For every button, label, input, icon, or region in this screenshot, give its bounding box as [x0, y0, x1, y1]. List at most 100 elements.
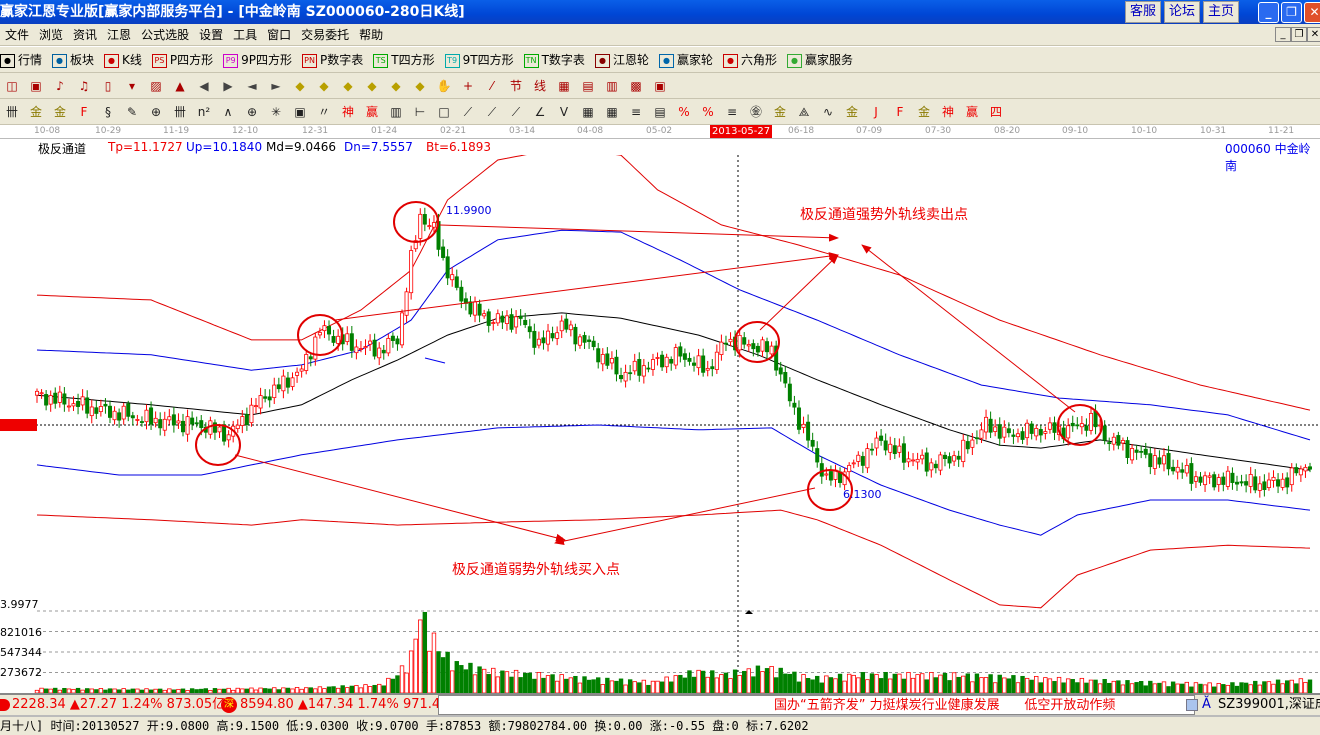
service-button[interactable]: 客服 — [1125, 1, 1161, 23]
menu-item[interactable]: 文件 — [5, 28, 30, 42]
grid2-icon[interactable]: ▦ — [582, 105, 594, 119]
toolbar-button[interactable]: ● 赢家轮 — [658, 47, 713, 72]
document-icon[interactable]: ▣ — [30, 79, 42, 93]
toolbar-button[interactable]: ● 六角形 — [722, 47, 777, 72]
close-icon[interactable]: ✕ — [1304, 2, 1320, 23]
chart9-icon[interactable]: ♫ — [78, 79, 90, 93]
menu-item[interactable]: 窗口 — [267, 28, 292, 42]
toolbar-button[interactable]: TN T数字表 — [523, 47, 585, 72]
left-arrow-diamond-icon[interactable]: ◆ — [295, 79, 305, 93]
save-icon[interactable]: ▩ — [630, 79, 642, 93]
j-fan-icon[interactable]: J — [874, 105, 878, 119]
menu-item[interactable]: 交易委托 — [301, 28, 350, 42]
measure-icon[interactable]: ⊢ — [414, 105, 426, 119]
forum-button[interactable]: 论坛 — [1164, 1, 1200, 23]
next-icon[interactable]: ► — [271, 79, 281, 93]
mdi-restore-icon[interactable]: ❐ — [1291, 27, 1307, 42]
hand-icon[interactable]: ✋ — [436, 79, 452, 93]
segment-icon[interactable]: 线 — [533, 79, 546, 93]
sh-index[interactable]: 2228.34 ▲27.27 1.24% 873.05亿 — [12, 697, 226, 712]
scroll-icon[interactable] — [1186, 699, 1198, 711]
si-fan-icon[interactable]: 四 — [989, 105, 1002, 119]
channel-icon[interactable]: ≡ — [630, 105, 642, 119]
menu-item[interactable]: 资讯 — [73, 28, 98, 42]
pattern-icon[interactable]: ▨ — [150, 79, 162, 93]
fan-icon[interactable]: ⟋ — [463, 105, 473, 119]
lines-icon[interactable]: 卌 — [173, 105, 186, 119]
flag-icon[interactable]: ▲ — [175, 79, 185, 93]
chart3-icon[interactable]: ♪ — [56, 79, 64, 93]
network-icon[interactable]: ▣ — [654, 79, 666, 93]
menu-item[interactable]: 江恩 — [107, 28, 132, 42]
grid-icon[interactable]: 卌 — [5, 105, 18, 119]
wave-icon[interactable]: V — [559, 105, 569, 119]
shen-fan-icon[interactable]: 神 — [941, 105, 954, 119]
crosshair-icon[interactable]: + — [462, 79, 474, 93]
menu-item[interactable]: 公式选股 — [141, 28, 190, 42]
angle2-icon[interactable]: ∠ — [534, 105, 546, 119]
section-icon[interactable]: 节 — [509, 79, 522, 93]
sz-index[interactable]: 8594.80 ▲147.34 1.74% 971.41亿 — [240, 697, 462, 712]
expand-diamond-icon[interactable]: ◆ — [343, 79, 353, 93]
dropdown-icon[interactable]: ▾ — [128, 79, 136, 93]
shrink-diamond-icon[interactable]: ◆ — [367, 79, 377, 93]
toolbar-button[interactable]: T9 9T四方形 — [444, 47, 514, 72]
percent-fan-icon[interactable]: % — [678, 105, 690, 119]
percent-lines-icon[interactable]: ≡ — [726, 105, 738, 119]
menu-item[interactable]: 工具 — [233, 28, 258, 42]
wave2-icon[interactable]: ∿ — [822, 105, 834, 119]
web-icon[interactable]: ✳ — [270, 105, 282, 119]
fan3-icon[interactable]: ⟋ — [511, 105, 521, 119]
homepage-button[interactable]: 主页 — [1203, 1, 1239, 23]
target-icon[interactable]: ⊕ — [246, 105, 258, 119]
window-icon[interactable]: ◫ — [6, 79, 18, 93]
right-arrow-diamond-icon[interactable]: ◆ — [319, 79, 329, 93]
toolbar-button[interactable]: P9 9P四方形 — [223, 47, 292, 72]
first-icon[interactable]: ◀ — [199, 79, 209, 93]
news-text[interactable]: 国办“五箭齐发” 力挺煤炭行业健康发展 低空开放动作频 — [774, 698, 1116, 713]
gold1-icon[interactable]: 金 — [29, 105, 42, 119]
n2-icon[interactable]: n² — [197, 105, 211, 119]
calculator-icon[interactable]: ▤ — [582, 79, 594, 93]
updown-diamond-icon[interactable]: ◆ — [415, 79, 425, 93]
spiral-icon[interactable]: § — [105, 105, 111, 119]
grid3-icon[interactable]: ▦ — [606, 105, 618, 119]
kline-chart[interactable] — [0, 155, 1320, 695]
angle-icon[interactable]: ∧ — [223, 105, 233, 119]
gold3-icon[interactable]: 金 — [845, 105, 858, 119]
toolbar-button[interactable]: ● K线 — [104, 47, 142, 72]
gold2-icon[interactable]: 金 — [53, 105, 66, 119]
calendar-grid-icon[interactable]: ▥ — [390, 105, 402, 119]
box-icon[interactable]: □ — [438, 105, 450, 119]
percent-icon[interactable]: % — [702, 105, 714, 119]
toolbar-button[interactable]: PN P数字表 — [302, 47, 363, 72]
pen-icon[interactable]: ✎ — [126, 105, 138, 119]
toolbar-button[interactable]: ● 行情 — [0, 47, 42, 72]
menu-item[interactable]: 设置 — [199, 28, 224, 42]
gold-lines-icon[interactable]: 金 — [773, 105, 786, 119]
table-icon[interactable]: ▤ — [654, 105, 666, 119]
calendar-icon[interactable]: ▦ — [558, 79, 570, 93]
fan2-icon[interactable]: ⟋ — [487, 105, 497, 119]
gold-fan-icon[interactable]: 金 — [917, 105, 930, 119]
ying-fan-icon[interactable]: 赢 — [965, 105, 978, 119]
toolbar-button[interactable]: ● 赢家服务 — [786, 47, 853, 72]
toolbar-button[interactable]: ● 江恩轮 — [594, 47, 649, 72]
prev-icon[interactable]: ◄ — [247, 79, 257, 93]
toolbar-button[interactable]: PS P四方形 — [151, 47, 213, 72]
shen-icon[interactable]: 神 — [341, 105, 354, 119]
rocket-icon[interactable]: ⟁ — [798, 105, 810, 119]
gold-circle-icon[interactable]: ㊎ — [749, 105, 762, 119]
last-icon[interactable]: ▶ — [223, 79, 233, 93]
parallel-icon[interactable]: 〃 — [317, 105, 330, 119]
news-ticker[interactable]: 国办“五箭齐发” 力挺煤炭行业健康发展 低空开放动作频 — [438, 695, 1195, 715]
mdi-close-icon[interactable]: ✕ — [1307, 27, 1320, 42]
square-icon[interactable]: ▣ — [294, 105, 306, 119]
notepad-icon[interactable]: ▥ — [606, 79, 618, 93]
ying-icon[interactable]: 赢 — [365, 105, 378, 119]
menu-item[interactable]: 帮助 — [359, 28, 384, 42]
cross-diamond-icon[interactable]: ◆ — [391, 79, 401, 93]
menu-item[interactable]: 浏览 — [39, 28, 64, 42]
fib-icon[interactable]: F — [80, 105, 88, 119]
restore-icon[interactable]: ❐ — [1281, 2, 1302, 23]
